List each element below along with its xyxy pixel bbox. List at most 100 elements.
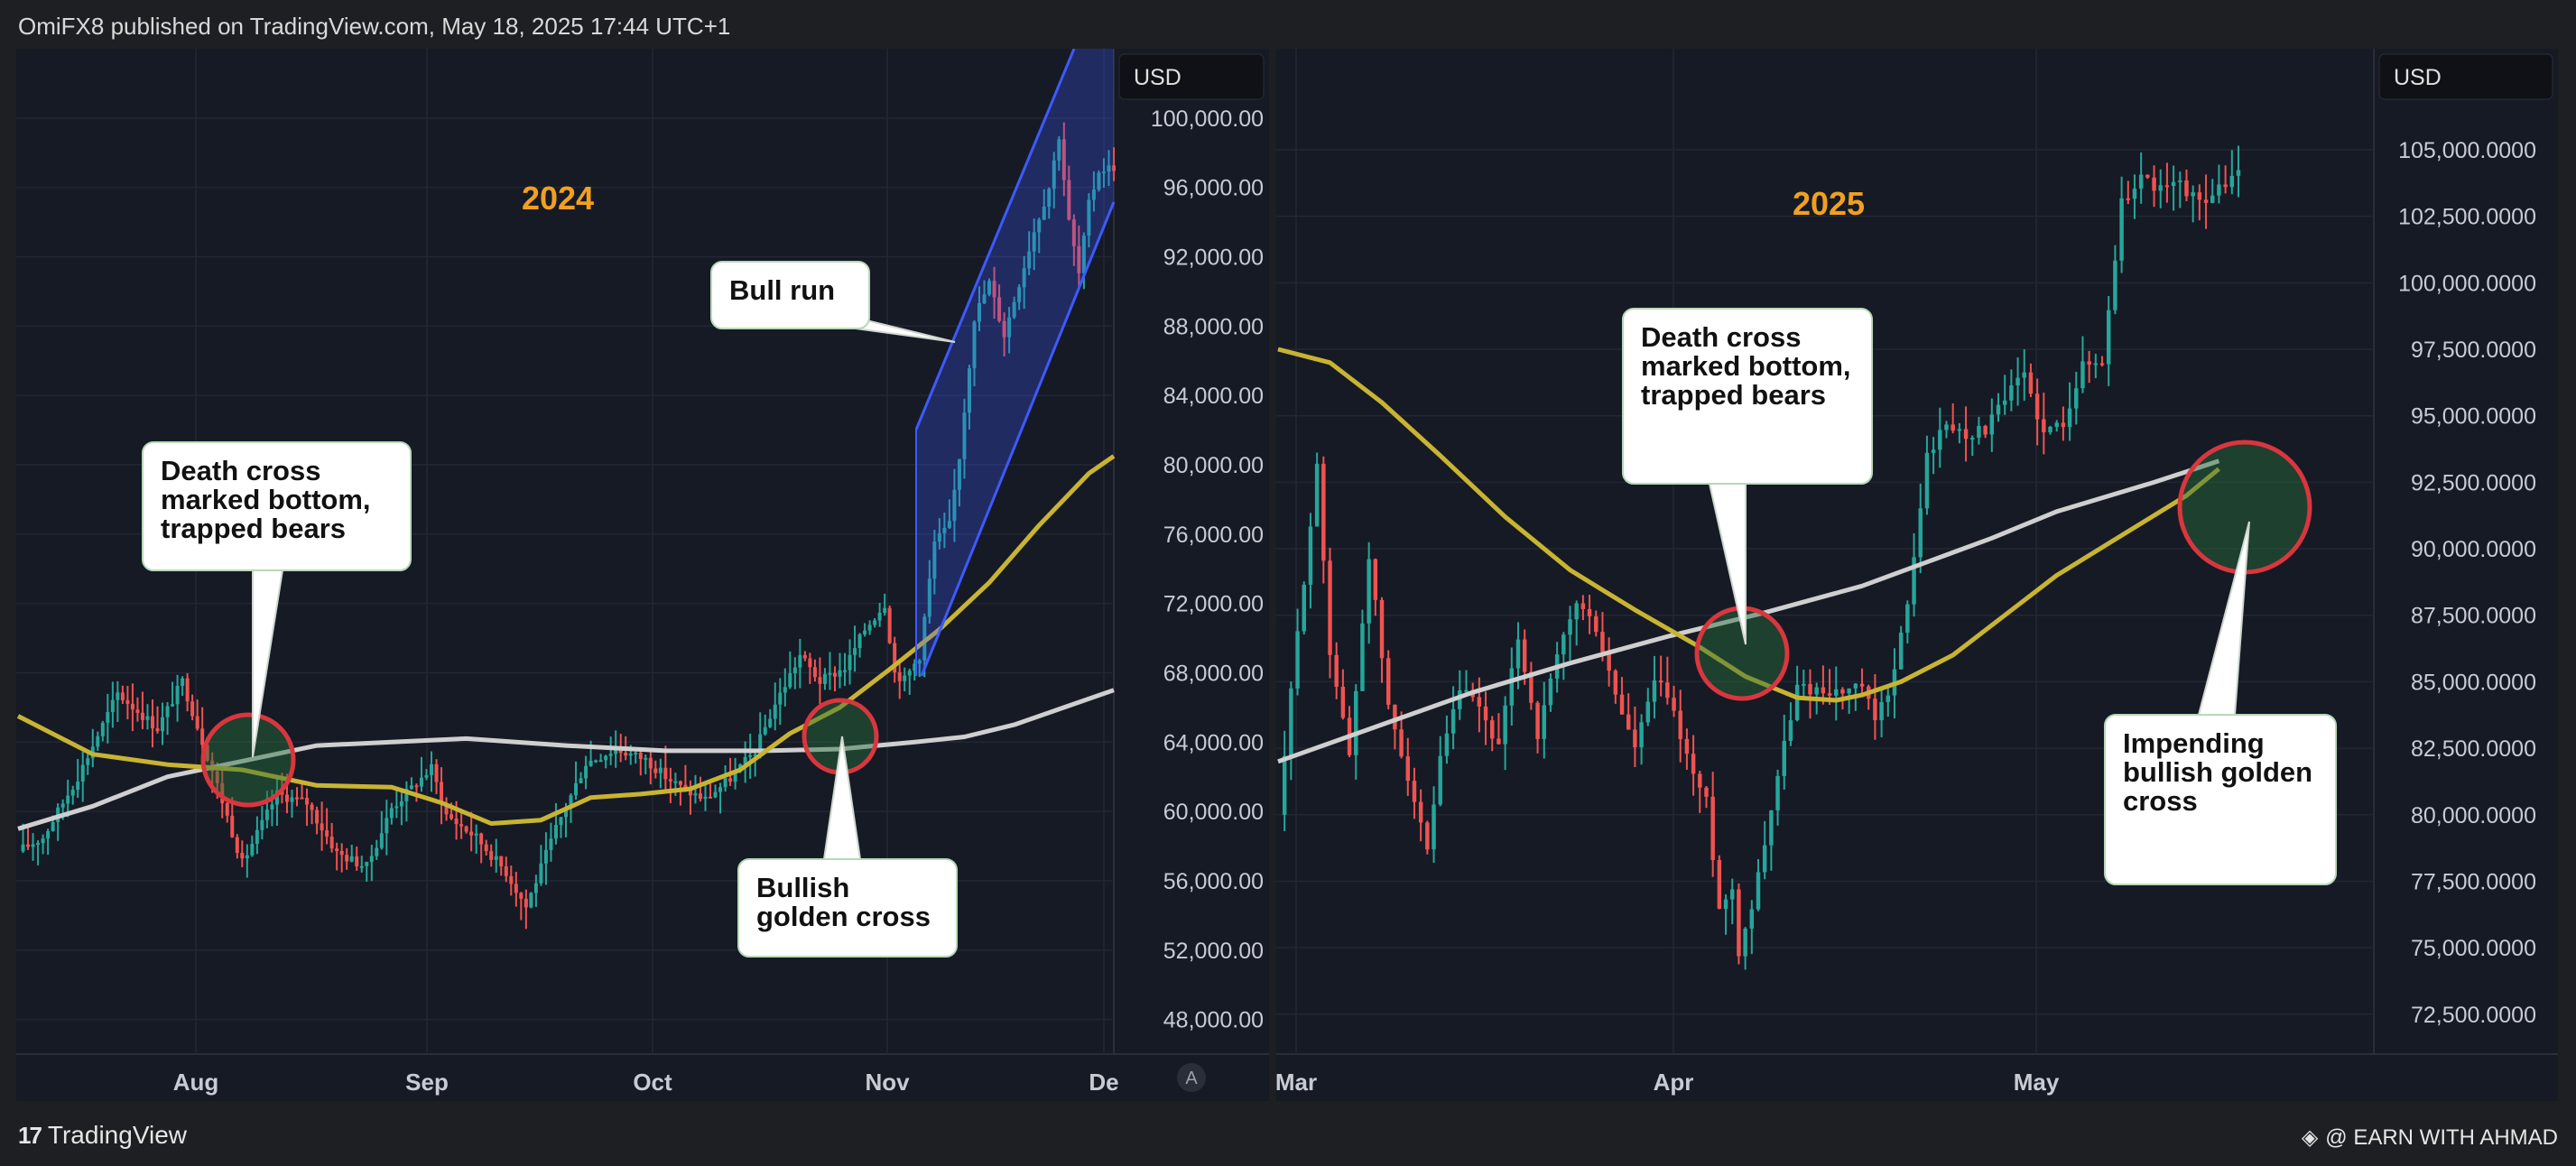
candle-body: [1522, 639, 1527, 672]
candle-body: [140, 712, 144, 720]
candle-body: [1077, 245, 1081, 273]
chart-2024[interactable]: 48,000.00 52,000.00 56,000.00 60,000.00 64,0…: [16, 49, 1269, 1101]
candle-body: [1886, 695, 1891, 703]
candle-body: [564, 809, 568, 818]
candle-body: [86, 758, 90, 765]
candle-body: [574, 782, 579, 796]
candle-body: [2203, 199, 2209, 203]
x-tick-label: Sep: [405, 1069, 449, 1096]
candle-body: [479, 833, 484, 845]
candle-body: [937, 532, 941, 542]
candle-body: [106, 712, 110, 723]
candle-body: [414, 785, 419, 788]
candle-body: [459, 824, 464, 827]
tradingview-logo[interactable]: 17 TradingView: [18, 1121, 187, 1150]
candle-body: [808, 658, 812, 668]
candle-body: [668, 779, 672, 782]
candle-body: [1548, 678, 1553, 706]
candle-body: [663, 767, 668, 780]
candle-body: [1321, 463, 1326, 561]
candle-body: [36, 843, 41, 846]
candle-body: [838, 670, 842, 677]
watermark-credit: ◈ @ EARN WITH AHMAD: [2302, 1124, 2558, 1151]
candle-body: [2067, 408, 2072, 428]
candle-body: [1412, 781, 1417, 802]
candle-body: [628, 753, 633, 756]
candle-body: [2217, 184, 2221, 196]
candle-body: [1665, 682, 1670, 699]
y-tick-label: 105,000.0000: [2398, 138, 2536, 163]
candle-body: [255, 829, 259, 845]
candle-body: [1282, 755, 1287, 815]
y-tick-label: 90,000.0000: [2411, 537, 2536, 562]
candle-body: [792, 667, 797, 673]
candle-body: [235, 837, 239, 853]
ma50-line: [1277, 347, 2220, 703]
candle-body: [270, 804, 274, 810]
candle-body: [230, 815, 235, 837]
candle-body: [1042, 207, 1046, 220]
candle-body: [723, 778, 727, 788]
candle-body: [997, 297, 1002, 321]
chart-2025[interactable]: 72,500.0000 75,000.0000 77,500.0000 80,000.…: [1276, 49, 2558, 1101]
candle-body: [1360, 623, 1365, 691]
candle-body: [1438, 755, 1442, 805]
candle-body: [962, 412, 967, 459]
candle-body: [185, 678, 190, 702]
candle-body: [200, 728, 205, 745]
candle-body: [788, 672, 792, 688]
year-label: 2024: [522, 180, 594, 217]
candle-body: [240, 852, 245, 859]
candle-body: [404, 789, 409, 801]
year-label: 2025: [1793, 185, 1865, 222]
y-tick-label: 88,000.00: [1163, 314, 1264, 339]
candle-body: [1464, 689, 1469, 692]
candle-body: [1756, 872, 1761, 910]
candle-body: [190, 701, 195, 717]
candle-body: [753, 754, 757, 757]
chart-panel-2024[interactable]: 48,000.00 52,000.00 56,000.00 60,000.00 64,0…: [16, 49, 1269, 1101]
candle-body: [713, 791, 718, 798]
candle-body: [588, 761, 593, 766]
candle-body: [310, 804, 314, 810]
candle-body: [2022, 372, 2026, 378]
candle-body: [1037, 219, 1042, 233]
candle-body: [225, 803, 229, 816]
candle-body: [385, 818, 389, 834]
candle-body: [514, 884, 518, 893]
candle-body: [60, 803, 65, 808]
candle-body: [718, 787, 723, 792]
candle-body: [444, 803, 449, 815]
time-axis-area: [1276, 1054, 2558, 1101]
candle-body: [1951, 424, 1955, 431]
candle-body: [758, 734, 763, 755]
candle-body: [1639, 722, 1644, 748]
candle-body: [329, 837, 334, 849]
candle-body: [2138, 174, 2144, 189]
x-tick-label: Aug: [173, 1069, 219, 1096]
candle-body: [1022, 268, 1026, 288]
candle-body: [1918, 508, 1923, 558]
y-tick-label: 102,500.0000: [2398, 205, 2536, 230]
candle-body: [2236, 170, 2241, 176]
candle-body: [489, 851, 494, 860]
credit-text: @ EARN WITH AHMAD: [2325, 1124, 2558, 1150]
candle-body: [2009, 385, 2014, 401]
candle-body: [1432, 804, 1436, 850]
candle-body: [335, 848, 339, 852]
candle-body: [125, 699, 130, 704]
candle-body: [454, 819, 459, 825]
candle-body: [524, 898, 528, 908]
candle-body: [748, 754, 753, 757]
candle-body: [1938, 430, 1942, 450]
candle-body: [1535, 702, 1540, 739]
candle-body: [1996, 404, 2001, 415]
candle-body: [2210, 195, 2215, 203]
callout-death-cross-2024-text: marked bottom,: [161, 484, 371, 515]
candle-body: [215, 771, 219, 783]
candle-body: [1944, 424, 1949, 430]
chart-panel-2025[interactable]: 72,500.0000 75,000.0000 77,500.0000 80,000.…: [1276, 49, 2558, 1101]
candle-body: [1737, 889, 1741, 957]
currency-label: USD: [2394, 65, 2442, 90]
candle-body: [2119, 198, 2124, 261]
